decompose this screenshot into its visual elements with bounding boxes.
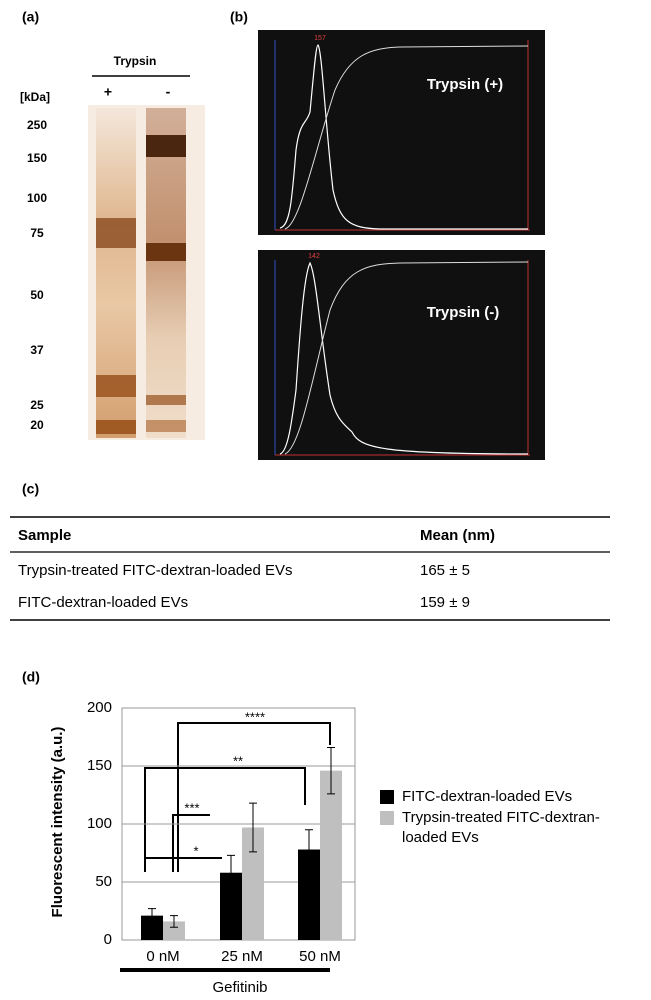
error-bar: [170, 915, 178, 928]
y-tick-label: 150: [87, 757, 112, 774]
panel-label: (a): [22, 9, 39, 25]
marker-label: 50: [30, 288, 44, 302]
y-tick-label: 100: [87, 815, 112, 832]
table-cell: Trypsin-treated FITC-dextran-loaded EVs: [18, 562, 293, 579]
gel-image: [88, 105, 205, 440]
x-axis-title: Gefitinib: [212, 979, 267, 996]
y-tick-label: 200: [87, 699, 112, 716]
y-tick-label: 0: [104, 931, 112, 948]
panel-c: (c) Sample Mean (nm) Trypsin-treated FIT…: [10, 481, 610, 621]
bar: [220, 872, 242, 940]
bar: [242, 827, 264, 940]
table-header: Sample: [18, 527, 71, 544]
x-tick-label: 50 nM: [299, 948, 341, 965]
peak-label: 142: [308, 253, 320, 260]
lane-label: +: [104, 84, 112, 100]
panel-d: (d) Fluorescent intensity (a.u.) Gefitin…: [22, 669, 600, 996]
legend-swatch: [380, 811, 394, 825]
significance-label: ****: [245, 709, 265, 724]
y-axis-title: Fluorescent intensity (a.u.): [49, 727, 66, 918]
panel-label: (b): [230, 9, 248, 25]
legend-label: FITC-dextran-loaded EVs: [402, 788, 572, 805]
bar: [163, 921, 185, 940]
y-tick-label: 50: [95, 873, 112, 890]
error-bar: [227, 854, 235, 891]
table-header: Mean (nm): [420, 527, 495, 544]
marker-label: 100: [27, 191, 47, 205]
marker-label: 37: [30, 343, 44, 357]
significance-bracket: [172, 814, 210, 872]
plot-title: Trypsin (-): [427, 304, 500, 321]
nta-plot: 142 Trypsin (-): [258, 250, 545, 460]
bar: [298, 849, 320, 940]
marker-label: 20: [30, 418, 44, 432]
panel-a: (a) Trypsin [kDa] + - 250 150 100 75 50 …: [20, 9, 205, 440]
marker-label: 25: [30, 398, 44, 412]
marker-label: 250: [27, 118, 47, 132]
peak-label: 157: [314, 35, 326, 42]
significance-bracket: [144, 857, 222, 872]
lane-label: -: [166, 84, 171, 100]
panel-b: (b) 157 Trypsin (+) 142 Trypsin (-): [230, 9, 545, 460]
panel-label: (c): [22, 481, 39, 497]
significance-label: ***: [184, 800, 199, 815]
error-bar: [305, 829, 313, 870]
error-bar: [148, 908, 156, 924]
legend-label: Trypsin-treated FITC-dextran-loaded EVs: [402, 809, 600, 846]
significance-label: **: [233, 753, 243, 768]
gel-title: Trypsin: [114, 54, 157, 68]
significance-bracket: [144, 767, 306, 872]
table-cell: 159 ± 9: [420, 594, 470, 611]
nta-plot: 157 Trypsin (+): [258, 30, 545, 235]
table-cell: FITC-dextran-loaded EVs: [18, 594, 188, 611]
significance-label: *: [193, 843, 198, 858]
bar: [141, 915, 163, 940]
panel-label: (d): [22, 669, 40, 685]
error-bar: [327, 746, 335, 795]
x-tick-label: 25 nM: [221, 948, 263, 965]
table-cell: 165 ± 5: [420, 562, 470, 579]
error-bar: [249, 802, 257, 853]
bar: [320, 770, 342, 940]
x-tick-label: 0 nM: [146, 948, 179, 965]
marker-label: 150: [27, 151, 47, 165]
marker-label: 75: [30, 226, 44, 240]
gel-unit: [kDa]: [20, 90, 50, 104]
legend-swatch: [380, 790, 394, 804]
significance-bracket: [177, 722, 331, 872]
plot-title: Trypsin (+): [427, 76, 503, 93]
